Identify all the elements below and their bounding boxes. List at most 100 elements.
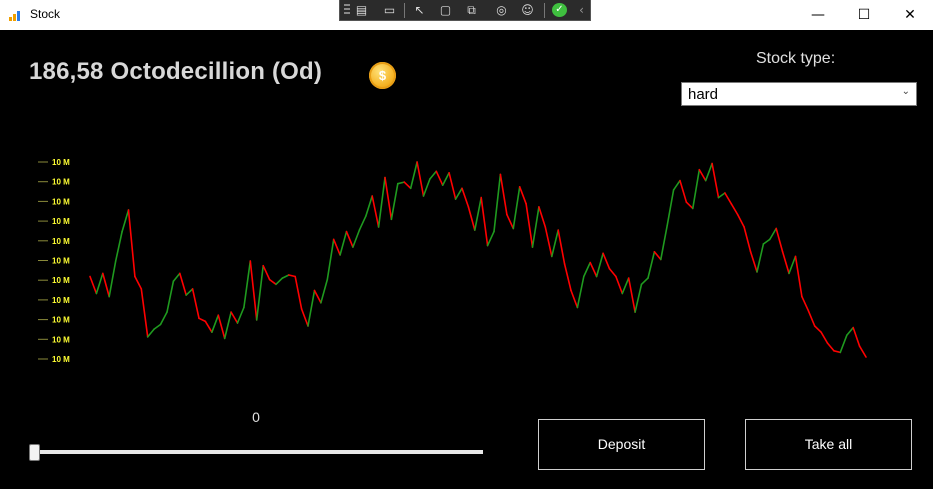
series-segment bbox=[257, 266, 264, 320]
track-focus-icon[interactable]: ▢ bbox=[438, 3, 453, 17]
series-segment bbox=[654, 252, 660, 260]
series-segment bbox=[693, 170, 700, 209]
series-segment bbox=[648, 252, 654, 278]
series-segment bbox=[712, 164, 718, 198]
series-segment bbox=[193, 289, 199, 318]
series-segment bbox=[282, 275, 288, 278]
series-segment bbox=[847, 328, 853, 336]
stock-type-select[interactable]: hard ⌄ bbox=[681, 82, 917, 106]
deposit-button[interactable]: Deposit bbox=[538, 419, 705, 470]
series-segment bbox=[686, 202, 692, 208]
series-segment bbox=[789, 256, 796, 273]
amount-slider-thumb[interactable] bbox=[29, 444, 40, 461]
slider-value: 0 bbox=[230, 409, 282, 425]
maximize-button[interactable]: ☐ bbox=[841, 0, 887, 30]
series-segment bbox=[603, 253, 609, 268]
series-segment bbox=[116, 232, 122, 261]
series-segment bbox=[513, 187, 519, 229]
series-segment bbox=[327, 239, 333, 279]
stock-price-chart: 10 M 10 M 10 M 10 M 10 M 10 M 10 M 10 M 10 M 10 M… bbox=[0, 150, 933, 370]
series-segment bbox=[449, 173, 456, 199]
collapse-chevron-icon[interactable]: ‹ bbox=[574, 3, 589, 17]
display-layout-adorners-icon[interactable]: ↖ bbox=[412, 3, 427, 17]
balance-amount: 186,58 Octodecillion (Od) bbox=[29, 58, 322, 86]
series-segment bbox=[443, 173, 449, 185]
y-tick-label: 10 M bbox=[52, 217, 70, 226]
series-segment bbox=[597, 253, 604, 276]
series-segment bbox=[815, 326, 821, 332]
y-tick-label: 10 M bbox=[52, 197, 70, 206]
series-segment bbox=[372, 196, 378, 227]
series-segment bbox=[353, 230, 360, 247]
series-segment bbox=[148, 329, 154, 337]
series-segment bbox=[853, 328, 859, 347]
series-segment bbox=[571, 291, 577, 308]
bar-chart-app-icon bbox=[9, 9, 23, 21]
series-segment bbox=[424, 179, 430, 196]
series-segment bbox=[507, 215, 513, 229]
series-segment bbox=[411, 162, 417, 188]
binding-failures-icon[interactable]: ◎ bbox=[494, 3, 509, 17]
series-segment bbox=[456, 188, 462, 199]
series-segment bbox=[744, 227, 751, 252]
live-visual-tree-icon[interactable]: ▤ bbox=[354, 3, 369, 17]
series-segment bbox=[398, 182, 404, 184]
y-tick-label: 10 M bbox=[52, 296, 70, 305]
hot-reload-icon[interactable]: ⧉ bbox=[464, 3, 479, 17]
stock-type-label: Stock type: bbox=[756, 50, 835, 68]
series-segment bbox=[250, 261, 256, 320]
series-segment bbox=[430, 171, 436, 179]
series-segment bbox=[90, 277, 96, 294]
series-segment bbox=[776, 229, 782, 252]
amount-slider-track[interactable] bbox=[30, 450, 483, 454]
series-segment bbox=[802, 297, 808, 311]
series-segment bbox=[674, 181, 680, 190]
series-segment bbox=[404, 182, 411, 188]
select-element-icon[interactable]: ▭ bbox=[382, 3, 397, 17]
toolbar-grip-icon[interactable] bbox=[344, 4, 350, 16]
series-segment bbox=[231, 312, 237, 323]
y-axis: 10 M 10 M 10 M 10 M 10 M 10 M 10 M 10 M 10 M 10 M… bbox=[38, 158, 70, 364]
series-segment bbox=[173, 273, 179, 281]
series-segment bbox=[545, 227, 552, 256]
series-segment bbox=[167, 281, 173, 312]
series-segment bbox=[96, 273, 102, 293]
series-segment bbox=[770, 229, 776, 240]
series-segment bbox=[565, 264, 571, 290]
series-segment bbox=[154, 325, 160, 330]
y-tick-label: 10 M bbox=[52, 158, 70, 167]
series-segment bbox=[225, 312, 231, 338]
close-button[interactable]: ✕ bbox=[887, 0, 933, 30]
series-segment bbox=[417, 162, 423, 196]
series-segment bbox=[321, 280, 327, 303]
series-segment bbox=[122, 210, 128, 232]
series-segment bbox=[577, 277, 583, 308]
accessibility-icon[interactable]: ☺ bbox=[520, 3, 535, 17]
series-segment bbox=[391, 184, 397, 220]
series-segment bbox=[667, 190, 673, 226]
series-segment bbox=[860, 346, 866, 357]
series-segment bbox=[821, 332, 827, 343]
series-segment bbox=[635, 284, 641, 312]
y-tick-label: 10 M bbox=[52, 276, 70, 285]
series-segment bbox=[276, 278, 282, 284]
series-segment bbox=[783, 252, 789, 274]
price-series bbox=[90, 162, 866, 357]
minimize-button[interactable]: — bbox=[795, 0, 841, 30]
series-segment bbox=[129, 210, 135, 277]
series-segment bbox=[462, 188, 468, 207]
series-segment bbox=[539, 207, 545, 227]
chevron-down-icon: ⌄ bbox=[902, 86, 910, 97]
y-tick-label: 10 M bbox=[52, 355, 70, 364]
y-tick-label: 10 M bbox=[52, 257, 70, 266]
series-segment bbox=[180, 273, 186, 295]
binding-failures-check-icon[interactable]: ✓ bbox=[552, 3, 567, 17]
series-segment bbox=[616, 277, 622, 294]
series-segment bbox=[212, 315, 218, 332]
series-segment bbox=[366, 196, 372, 216]
series-segment bbox=[808, 311, 814, 326]
y-tick-label: 10 M bbox=[52, 178, 70, 187]
take-all-button[interactable]: Take all bbox=[745, 419, 912, 470]
series-segment bbox=[706, 164, 712, 181]
series-segment bbox=[385, 178, 391, 220]
